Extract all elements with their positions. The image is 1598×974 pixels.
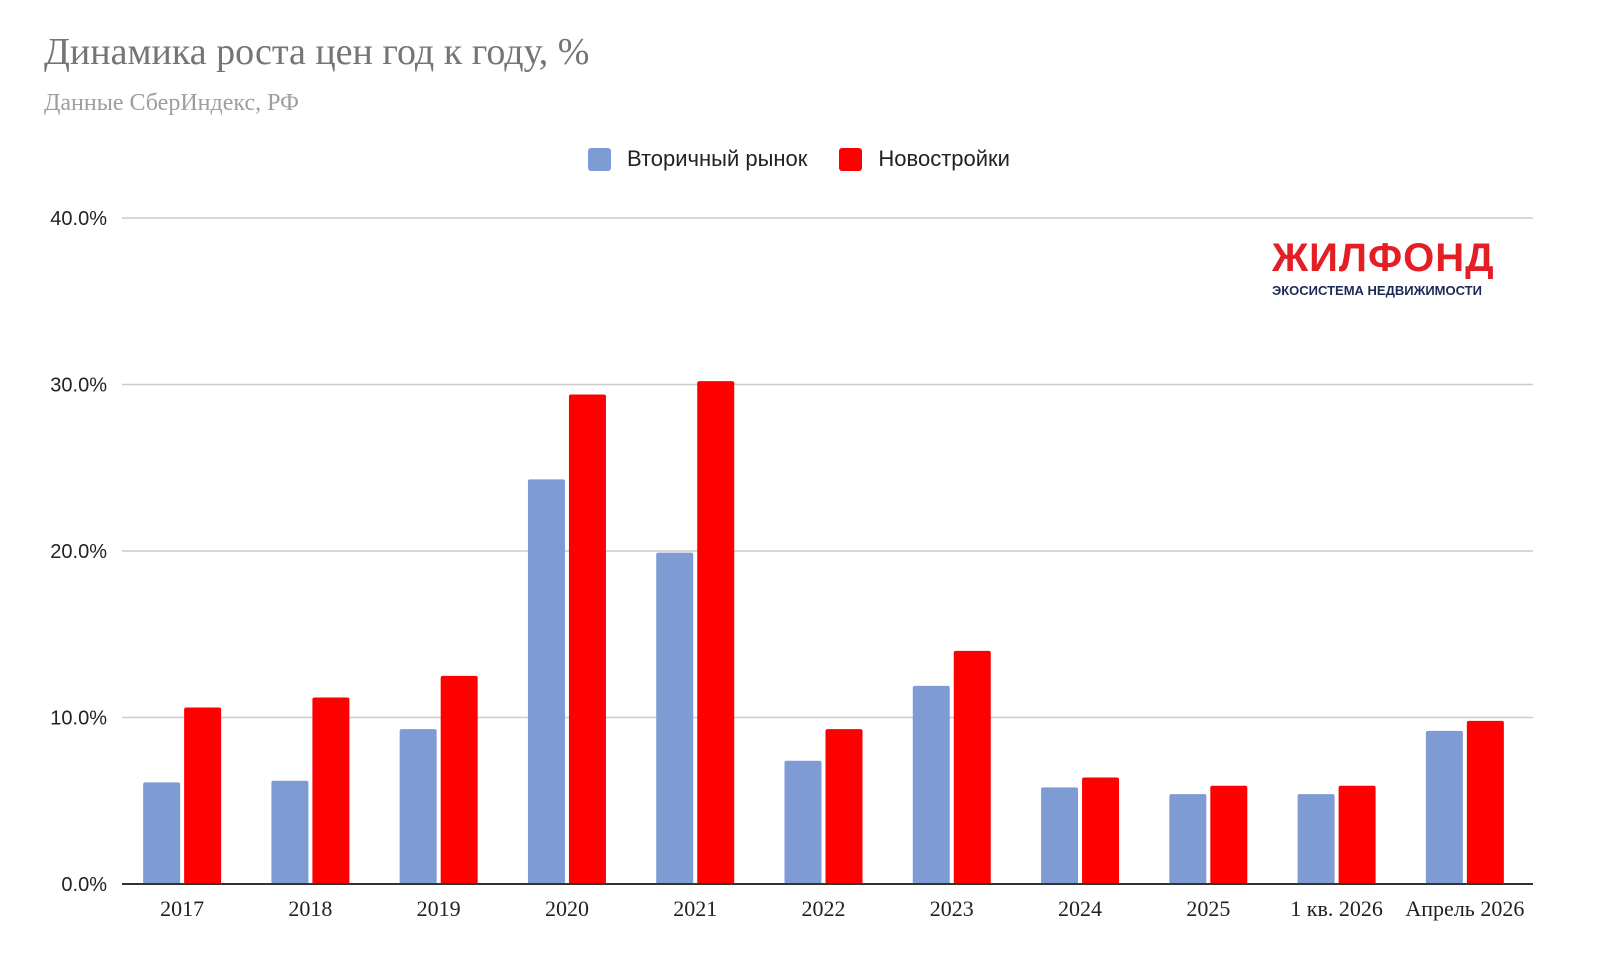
bar-secondary-2 xyxy=(399,729,437,884)
bars xyxy=(143,381,1504,884)
bar-secondary-9 xyxy=(1297,794,1335,884)
logo-tagline: ЭКОСИСТЕМА НЕДВИЖИМОСТИ xyxy=(1272,283,1482,298)
x-tick-label: Апрель 2026 xyxy=(1405,896,1524,921)
x-tick-label: 2017 xyxy=(160,896,204,921)
bar-new-buildings-8 xyxy=(1210,785,1248,884)
x-tick-label: 2018 xyxy=(288,896,332,921)
bar-new-buildings-2 xyxy=(440,675,478,884)
bar-secondary-7 xyxy=(1041,787,1079,884)
x-tick-label: 2025 xyxy=(1186,896,1230,921)
x-tick-label: 2022 xyxy=(802,896,846,921)
legend-item-new-buildings: Новостройки xyxy=(839,146,1010,172)
bar-new-buildings-4 xyxy=(697,381,735,884)
x-tick-label: 2023 xyxy=(930,896,974,921)
logo-name: ЖИЛФОНД xyxy=(1272,236,1495,280)
bar-secondary-3 xyxy=(527,479,565,884)
bar-new-buildings-7 xyxy=(1082,777,1120,884)
y-tick-label: 20.0% xyxy=(50,541,107,563)
legend-swatch-new-buildings xyxy=(839,147,863,171)
bar-secondary-6 xyxy=(912,685,950,884)
bar-new-buildings-1 xyxy=(312,697,350,884)
x-tick-label: 2021 xyxy=(673,896,717,921)
y-tick-label: 0.0% xyxy=(61,874,107,896)
legend-item-secondary: Вторичный рынок xyxy=(588,146,807,172)
chart-subtitle: Данные СберИндекс, РФ xyxy=(44,90,299,116)
bar-new-buildings-0 xyxy=(184,707,222,884)
legend-label-new-buildings: Новостройки xyxy=(878,146,1010,171)
bar-new-buildings-9 xyxy=(1338,785,1376,884)
y-tick-label: 10.0% xyxy=(50,708,107,730)
bar-secondary-1 xyxy=(271,780,309,884)
bar-new-buildings-6 xyxy=(953,650,991,884)
axes: 0.0% 10.0% 20.0% 30.0% 40.0% 2017 2018 2019 2020… xyxy=(50,208,1533,921)
y-tick-label: 40.0% xyxy=(50,208,107,230)
legend: Вторичный рынок Новостройки xyxy=(0,146,1598,172)
x-tick-label: 2024 xyxy=(1058,896,1102,921)
bar-secondary-5 xyxy=(784,760,822,884)
bar-secondary-4 xyxy=(656,552,694,884)
bar-new-buildings-10 xyxy=(1466,720,1504,884)
bar-secondary-8 xyxy=(1169,794,1207,884)
bar-secondary-10 xyxy=(1425,730,1463,884)
x-tick-label: 1 кв. 2026 xyxy=(1290,896,1383,921)
x-tick-label: 2020 xyxy=(545,896,589,921)
brand-logo: ЖИЛФОНД ЭКОСИСТЕМА НЕДВИЖИМОСТИ xyxy=(1272,236,1512,298)
legend-swatch-secondary xyxy=(588,147,611,171)
bar-new-buildings-3 xyxy=(568,394,606,884)
x-tick-label: 2019 xyxy=(417,896,461,921)
grid-lines xyxy=(122,217,1533,719)
y-tick-label: 30.0% xyxy=(50,375,107,397)
legend-label-secondary: Вторичный рынок xyxy=(627,146,808,171)
bar-new-buildings-5 xyxy=(825,729,863,884)
chart-title: Динамика роста цен год к году, % xyxy=(44,31,590,73)
bar-secondary-0 xyxy=(143,782,181,884)
